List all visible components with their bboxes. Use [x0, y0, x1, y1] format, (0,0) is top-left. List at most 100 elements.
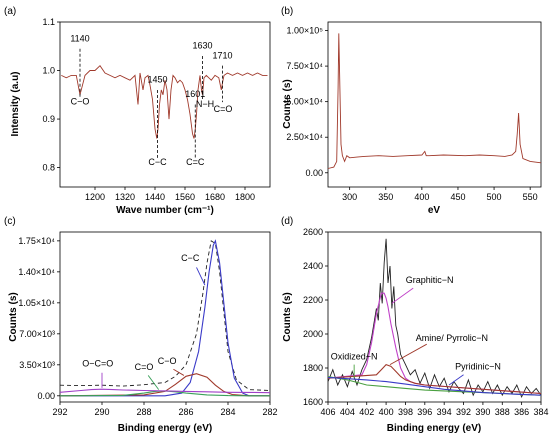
panel-b-xtick-label: 300 — [342, 192, 357, 202]
panel-d-annotation-arrow — [389, 343, 427, 365]
panel-a: (a) Wave number (cm⁻¹) Intensity (a.u) 1… — [4, 6, 271, 216]
panel-d-annotation: Graphitic−N — [406, 275, 454, 285]
panel-d-series-line — [327, 292, 542, 395]
panel-d-ytick-label: 1800 — [303, 363, 323, 373]
panel-c-annotation-arrow — [173, 368, 185, 376]
panel-a-annotation: 1710 — [212, 50, 232, 60]
panel-b-xtick-label: 450 — [450, 192, 465, 202]
panel-c-series-line — [59, 388, 271, 394]
panel-d-annotation: Oxidized−N — [331, 352, 378, 362]
panel-c-ytick-label: 1.75×10⁴ — [18, 236, 55, 246]
panel-c-ytick-label: 7.00×10³ — [19, 329, 55, 339]
panel-a-ytick-label: 1.1 — [42, 17, 55, 27]
panel-d-xtick-label: 392 — [456, 407, 471, 417]
panel-b-xtick-label: 400 — [414, 192, 429, 202]
panel-a-ytick-label: 0.8 — [42, 163, 55, 173]
panel-d-xtick-label: 404 — [340, 407, 355, 417]
panel-b-ytick-label: 2.50×10⁴ — [286, 132, 323, 142]
panel-d-xlabel: Binding energy (eV) — [387, 423, 481, 434]
panel-d-annotations: Graphitic−N Amine/ Pyrrolic−N Oxidized−N Py… — [331, 275, 501, 386]
panel-c-annotation-arrow — [147, 375, 160, 390]
panel-d-ytick-label: 2200 — [303, 295, 323, 305]
panel-b-xtick-label: 550 — [523, 192, 538, 202]
panel-b: (b) eV Counts (s) 300 350 400 450 500 550 0.00… — [281, 6, 542, 216]
panel-d-ytick-label: 2400 — [303, 261, 323, 271]
panel-b-ticks: 300 350 400 450 500 550 0.00 2.50×10⁴ 5.00×10⁴ 7.… — [286, 26, 537, 202]
panel-d-annotation-arrow — [448, 374, 464, 386]
panel-a-ylabel: Intensity (a.u) — [10, 71, 21, 136]
panel-c-annotation: C−C — [181, 253, 200, 263]
panel-a-xtick-label: 1200 — [85, 192, 105, 202]
panel-c-series-line — [59, 373, 270, 397]
panel-d: (d) Binding energy (eV) Counts (s) 406 40… — [281, 216, 549, 434]
panel-c-xtick-label: 288 — [136, 407, 151, 417]
panel-a-annotation: 1630 — [192, 41, 212, 51]
panel-a-annotation: C−C — [148, 157, 167, 167]
panel-c-xtick-label: 282 — [262, 407, 277, 417]
panel-d-annotation: Amine/ Pyrrolic−N — [416, 333, 488, 343]
panel-b-ytick-label: 1.00×10⁵ — [286, 26, 323, 36]
panel-c-series-line — [59, 390, 270, 397]
panel-c-ytick-label: 0.00 — [37, 391, 55, 401]
panel-d-xtick-label: 402 — [359, 407, 374, 417]
panel-b-xlabel: eV — [428, 205, 441, 216]
panel-c-xtick-label: 292 — [52, 407, 67, 417]
panel-a-annotation: 1450 — [147, 75, 167, 85]
panel-a-ticks: 1200 1320 1440 1560 1680 1800 0.8 0.9 1.0 1.1 — [42, 17, 255, 202]
panel-a-label: (a) — [4, 6, 16, 17]
panel-d-xtick-label: 396 — [417, 407, 432, 417]
panel-d-xtick-label: 398 — [398, 407, 413, 417]
panel-d-xtick-label: 394 — [437, 407, 452, 417]
panel-b-frame — [327, 21, 542, 188]
panel-c-annotation: C=O — [135, 362, 154, 372]
panel-c-xtick-label: 290 — [94, 407, 109, 417]
panel-a-annotation: C−O — [71, 97, 90, 107]
panel-c-series-line — [59, 240, 271, 391]
panel-a-ftir-line — [61, 65, 268, 139]
panel-b-ytick-label: 0.00 — [305, 168, 323, 178]
panel-b-ytick-label: 7.50×10⁴ — [286, 61, 323, 71]
panel-d-ytick-label: 2000 — [303, 329, 323, 339]
panel-a-ytick-label: 0.9 — [42, 114, 55, 124]
panel-c-annotations: C−C C−O C=O O−C=O — [82, 253, 206, 390]
panel-c-ytick-label: 3.50×10³ — [19, 360, 55, 370]
panel-a-annotation: 1601 — [185, 89, 205, 99]
panel-d-xtick-label: 388 — [495, 407, 510, 417]
panel-d-series-line — [327, 363, 542, 395]
panel-b-xtick-label: 350 — [378, 192, 393, 202]
panel-d-xtick-label: 390 — [475, 407, 490, 417]
panel-d-frame — [327, 231, 542, 403]
panel-a-xlabel: Wave number (cm⁻¹) — [116, 205, 214, 216]
panel-d-xtick-label: 384 — [533, 407, 548, 417]
panel-d-annotation: Pyridinic−N — [455, 362, 501, 372]
panel-c-xtick-label: 284 — [220, 407, 235, 417]
panel-b-ytick-label: 5.00×10⁴ — [286, 97, 323, 107]
panel-a-xtick-label: 1800 — [235, 192, 255, 202]
panel-a-ytick-label: 1.0 — [42, 66, 55, 76]
panel-d-series-line — [327, 238, 542, 399]
panel-d-ticks: 406 404 402 400 398 396 394 392 390 388 386 384 1600… — [303, 227, 549, 417]
panel-c-annotation-arrow — [196, 267, 206, 286]
panel-d-xtick-label: 386 — [514, 407, 529, 417]
panel-a-xtick-label: 1440 — [145, 192, 165, 202]
panel-c-ytick-label: 1.05×10⁴ — [18, 298, 55, 308]
panel-d-xtick-label: 400 — [379, 407, 394, 417]
panel-d-ytick-label: 1600 — [303, 397, 323, 407]
panel-c: (c) Binding energy (eV) Counts (s) 292 29… — [4, 216, 278, 434]
panel-d-lines — [327, 238, 542, 399]
panel-c-ylabel: Counts (s) — [8, 292, 19, 341]
panel-b-survey-line — [327, 33, 542, 169]
panel-a-xtick-label: 1680 — [205, 192, 225, 202]
panel-b-ylabel: Counts (s) — [282, 79, 293, 128]
panel-c-series-line — [60, 239, 270, 397]
panel-a-annotation: 1140 — [70, 33, 89, 43]
panel-d-xtick-label: 406 — [320, 407, 335, 417]
panel-a-annotation: C=O — [214, 104, 233, 114]
panel-c-xtick-label: 286 — [178, 407, 193, 417]
panel-c-lines — [59, 239, 271, 397]
panel-a-xtick-label: 1560 — [175, 192, 195, 202]
panel-d-ytick-label: 2600 — [303, 227, 323, 237]
panel-a-annotation: N−H — [196, 99, 214, 109]
panel-d-label: (d) — [281, 216, 293, 227]
